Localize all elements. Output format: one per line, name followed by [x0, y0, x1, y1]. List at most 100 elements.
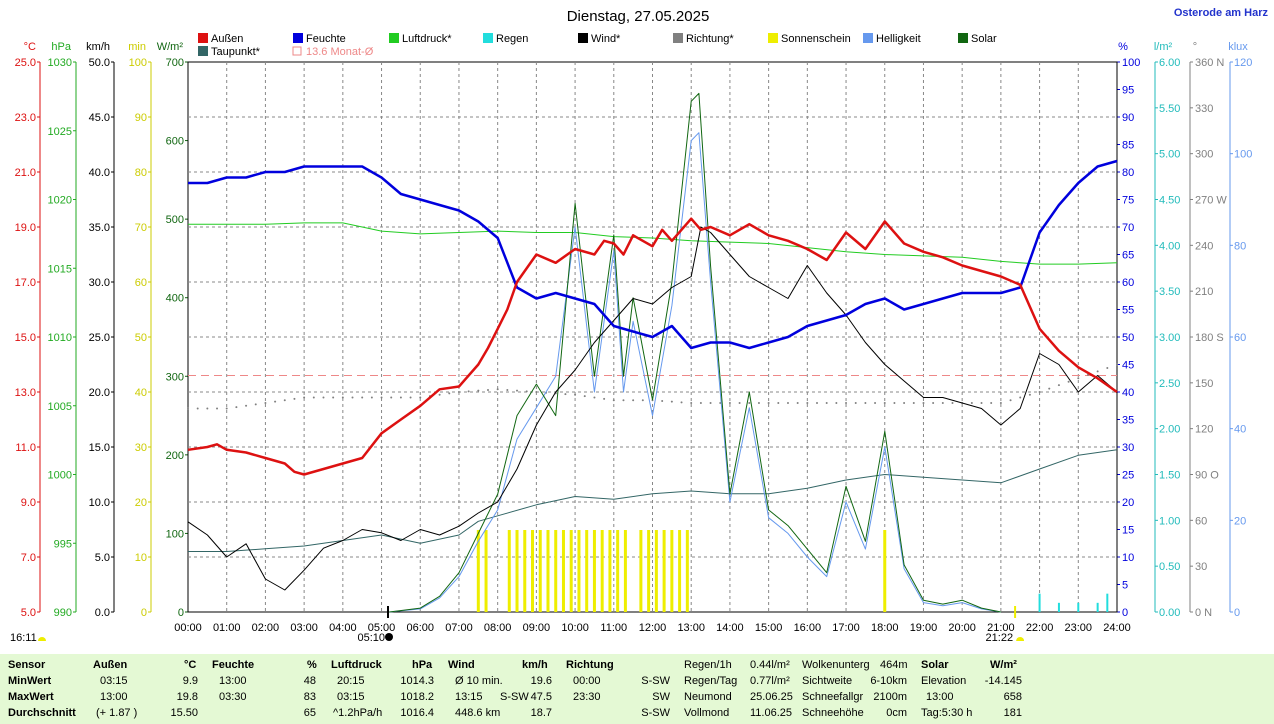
axis-tick-label-minutes: 30 [135, 442, 147, 454]
richtung-point [409, 396, 412, 399]
axis-unit-wind: km/h [86, 41, 110, 53]
richtung-point [1028, 393, 1031, 396]
richtung-point [661, 399, 664, 402]
axis-tick-label-humidity: 55 [1122, 305, 1134, 317]
axis-tick-label-rain: 4.50 [1159, 195, 1180, 207]
rain-bar [1096, 602, 1099, 612]
footer-cell: 1014.3 [400, 675, 434, 687]
sunshine-bar [577, 530, 581, 612]
footer-cell: 25.06.25 [750, 691, 793, 703]
axis-tick-label-minutes: 50 [135, 332, 147, 344]
axis-tick-label-minutes: 90 [135, 112, 147, 124]
richtung-point [690, 402, 693, 404]
sunshine-bar [585, 530, 589, 612]
footer-cell: ^1.2hPa/h [333, 707, 383, 719]
series-line [389, 92, 1001, 613]
x-tick-label: 04:00 [329, 622, 357, 634]
axis-tick-label-pressure: 1010 [48, 332, 72, 344]
footer-cell: 0.77l/m² [750, 675, 790, 687]
richtung-point [506, 388, 509, 391]
axis-tick-label-lux: 60 [1234, 332, 1246, 344]
legend-label: Taupunkt* [211, 46, 261, 58]
location-label: Osterode am Harz [1174, 7, 1269, 19]
richtung-point [680, 401, 683, 404]
richtung-point [825, 402, 828, 404]
axis-unit-direction: ° [1193, 41, 1197, 53]
richtung-point [912, 402, 915, 404]
richtung-point [216, 407, 219, 410]
richtung-point [187, 407, 189, 410]
footer-cell: 9.9 [182, 675, 198, 687]
footer-cell: 658 [1003, 691, 1022, 703]
richtung-point [486, 388, 489, 391]
axis-unit-temp: °C [24, 41, 36, 53]
axis-tick-label-pressure: 1015 [48, 263, 72, 275]
footer-cell: 65 [303, 707, 316, 719]
legend-label: Luftdruck* [402, 33, 452, 45]
footer-cell: 2100m [873, 691, 907, 703]
legend-swatch [198, 46, 208, 56]
axis-tick-label-wind: 10.0 [89, 497, 110, 509]
axis-tick-label-humidity: 5 [1122, 580, 1128, 592]
x-tick-label: 16:00 [794, 622, 822, 634]
sunshine-bar [600, 530, 604, 612]
axis-tick-label-direction: 270 W [1195, 195, 1227, 207]
richtung-point [632, 399, 635, 402]
axis-unit-rain: l/m² [1154, 41, 1173, 53]
x-tick-label: 11:00 [600, 622, 627, 634]
axis-tick-label-wind: 25.0 [89, 332, 110, 344]
x-tick-label: 17:00 [832, 622, 860, 634]
axis-tick-label-direction: 330 [1195, 103, 1213, 115]
footer-row-label: Durchschnitt [8, 707, 76, 719]
richtung-point [1038, 391, 1041, 393]
richtung-point [854, 402, 857, 404]
axis-tick-label-humidity: 40 [1122, 387, 1134, 399]
footer-cell: S-SW [500, 691, 529, 703]
axis-tick-label-rain: 2.00 [1159, 424, 1180, 436]
richtung-point [699, 402, 702, 404]
axis-tick-label-humidity: 45 [1122, 360, 1134, 372]
sunshine-bar [515, 530, 519, 612]
axis-tick-label-direction: 240 [1195, 240, 1213, 252]
richtung-point [864, 402, 867, 404]
axis-tick-label-humidity: 30 [1122, 442, 1134, 454]
axis-tick-label-rain: 0.50 [1159, 561, 1180, 573]
axis-tick-label-lux: 40 [1234, 424, 1246, 436]
legend-swatch [863, 33, 873, 43]
axis-tick-label-humidity: 50 [1122, 332, 1134, 344]
axis-tick-label-rain: 0.00 [1159, 607, 1180, 619]
axis-tick-label-rain: 1.00 [1159, 515, 1180, 527]
axis-tick-label-minutes: 40 [135, 387, 147, 399]
axis-tick-label-wind: 15.0 [89, 442, 110, 454]
footer-cell: 448.6 km [455, 707, 501, 719]
axis-tick-label-direction: 180 S [1195, 332, 1224, 344]
sunshine-bar [561, 530, 565, 612]
axis-tick-label-rain: 5.00 [1159, 149, 1180, 161]
x-tick-label: 12:00 [639, 622, 667, 634]
axis-tick-label-minutes: 70 [135, 222, 147, 234]
axis-tick-label-humidity: 70 [1122, 222, 1134, 234]
footer-cell: 23:30 [573, 691, 601, 703]
axis-tick-label-direction: 150 [1195, 378, 1213, 390]
richtung-point [264, 402, 267, 404]
richtung-point [438, 393, 441, 396]
richtung-point [457, 391, 460, 393]
series-line [188, 449, 1118, 552]
richtung-point [361, 396, 364, 399]
footer-cell: 03:15 [100, 675, 128, 687]
legend-swatch [198, 33, 208, 43]
footer-header-druck: Luftdruck [331, 659, 382, 671]
footer-cell: S-SW [641, 707, 670, 719]
axis-tick-label-rain: 3.50 [1159, 286, 1180, 298]
footer-cell: 6-10km [870, 675, 907, 687]
sunshine-bar [608, 530, 612, 612]
axis-tick-label-temp: 21.0 [15, 167, 36, 179]
richtung-point [477, 389, 480, 392]
sunshine-bar [616, 530, 620, 612]
footer-cell: 48 [303, 675, 316, 687]
richtung-point [1057, 384, 1060, 387]
legend-swatch [673, 33, 683, 43]
sunshine-bar [554, 530, 558, 612]
footer-cell: S-SW [641, 675, 670, 687]
axis-tick-label-solar: 500 [166, 214, 184, 226]
